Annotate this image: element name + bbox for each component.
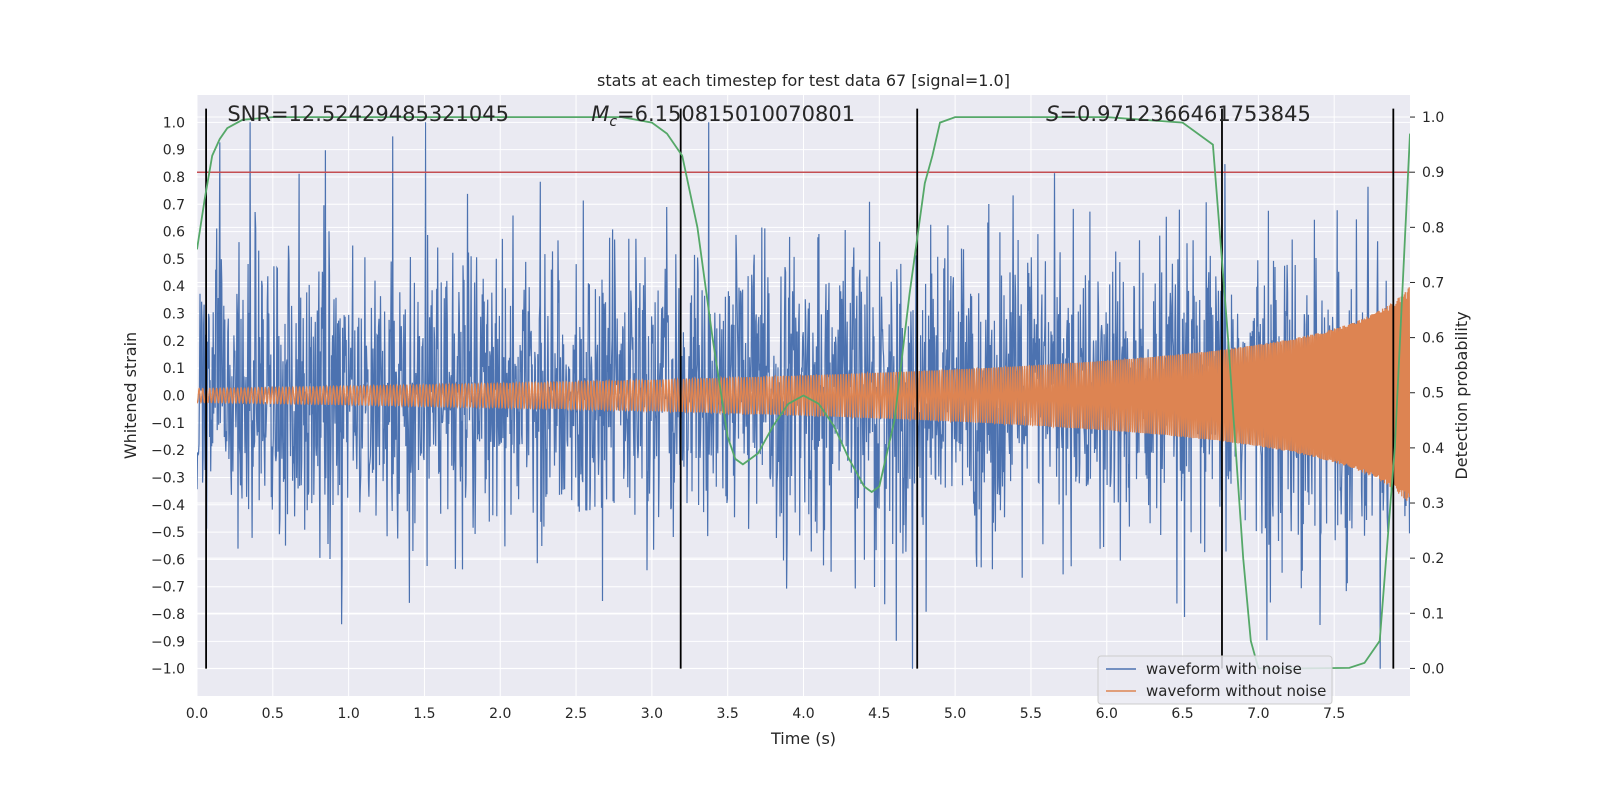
x-tick-label-9: 4.5 [868, 706, 890, 722]
series-detection-probability [197, 116, 1410, 670]
x-axis-ticks: 0.0 0.5 1.0 1.5 2.0 2.5 3.0 3.5 4.0 4.5 5.0 5.5 6.0 6… [186, 706, 1345, 722]
y-tick-label-12: 0.2 [163, 334, 185, 350]
y-tick-label-5: −0.5 [151, 525, 185, 541]
x-tick-label-6: 3.0 [641, 706, 663, 722]
y2-axis-ticks: 0.0 0.1 0.2 0.3 0.4 0.5 0.6 0.7 0.8 0.9 1.0 [1410, 110, 1444, 677]
y2-tick-label-5: 0.5 [1422, 386, 1444, 402]
x-tick-label-3: 1.5 [413, 706, 435, 722]
x-tick-label-7: 3.5 [717, 706, 739, 722]
y2-tick-label-1: 0.1 [1422, 606, 1444, 622]
legend: waveform with noise waveform without noi… [1097, 655, 1333, 705]
y-tick-label-7: −0.3 [151, 470, 185, 486]
y2-tick-label-2: 0.2 [1422, 551, 1444, 567]
y-tick-label-1: −0.9 [151, 634, 185, 650]
legend-box [1097, 655, 1333, 705]
y-tick-label-18: 0.8 [163, 170, 185, 186]
y-axis-ticks: −1.0 −0.9 −0.8 −0.7 −0.6 −0.5 −0.4 −0.3 −0.2 −0.1… [151, 115, 185, 677]
y2-tick-label-9: 0.9 [1422, 165, 1444, 181]
y-tick-label-19: 0.9 [163, 143, 185, 159]
y-tick-label-13: 0.3 [163, 307, 185, 323]
annotation-overlap: S=0.9712366461753845 [1046, 102, 1311, 126]
y-tick-label-17: 0.7 [163, 197, 185, 213]
x-tick-label-2: 1.0 [337, 706, 359, 722]
series-waveform-without-noise [197, 287, 1410, 501]
x-tick-label-10: 5.0 [944, 706, 966, 722]
annotation-chirp-mass: Mc=6.150815010070801 [591, 102, 855, 130]
y-axis-label: Whitened strain [121, 332, 140, 459]
y2-tick-label-10: 1.0 [1422, 110, 1444, 126]
x-tick-label-0: 0.0 [186, 706, 208, 722]
y2-tick-label-8: 0.8 [1422, 220, 1444, 236]
y2-tick-label-3: 0.3 [1422, 496, 1444, 512]
y-tick-label-14: 0.4 [163, 279, 185, 295]
legend-label-waveform-with-noise: waveform with noise [1146, 660, 1302, 678]
x-tick-label-15: 7.5 [1323, 706, 1345, 722]
y-tick-label-0: −1.0 [151, 662, 185, 678]
y-tick-label-16: 0.6 [163, 225, 185, 241]
x-tick-label-8: 4.0 [792, 706, 814, 722]
x-tick-label-12: 6.0 [1096, 706, 1118, 722]
x-tick-label-5: 2.5 [565, 706, 587, 722]
y-tick-label-10: 0.0 [163, 389, 185, 405]
y-tick-label-15: 0.5 [163, 252, 185, 268]
y2-tick-label-4: 0.4 [1422, 441, 1444, 457]
x-axis-label: Time (s) [770, 729, 836, 748]
legend-label-waveform-without-noise: waveform without noise [1146, 682, 1326, 700]
x-tick-label-11: 5.5 [1020, 706, 1042, 722]
chart-title: stats at each timestep for test data 67 … [597, 71, 1010, 90]
x-tick-label-14: 7.0 [1247, 706, 1269, 722]
y-tick-label-3: −0.7 [151, 580, 185, 596]
x-tick-label-13: 6.5 [1171, 706, 1193, 722]
y-tick-label-8: −0.2 [151, 443, 185, 459]
x-tick-label-1: 0.5 [262, 706, 284, 722]
y2-tick-label-0: 0.0 [1422, 661, 1444, 677]
annotation-snr: SNR=12.52429485321045 [227, 102, 509, 126]
y-tick-label-6: −0.4 [151, 498, 185, 514]
y2-tick-label-6: 0.6 [1422, 331, 1444, 347]
y2-tick-label-7: 0.7 [1422, 275, 1444, 291]
y2-axis-label: Detection probability [1452, 311, 1471, 479]
y-tick-label-20: 1.0 [163, 115, 185, 131]
y-tick-label-11: 0.1 [163, 361, 185, 377]
y-tick-label-2: −0.8 [151, 607, 185, 623]
y-tick-label-4: −0.6 [151, 552, 185, 568]
x-tick-label-4: 2.0 [489, 706, 511, 722]
y-tick-label-9: −0.1 [151, 416, 185, 432]
series-layer [197, 108, 1410, 670]
